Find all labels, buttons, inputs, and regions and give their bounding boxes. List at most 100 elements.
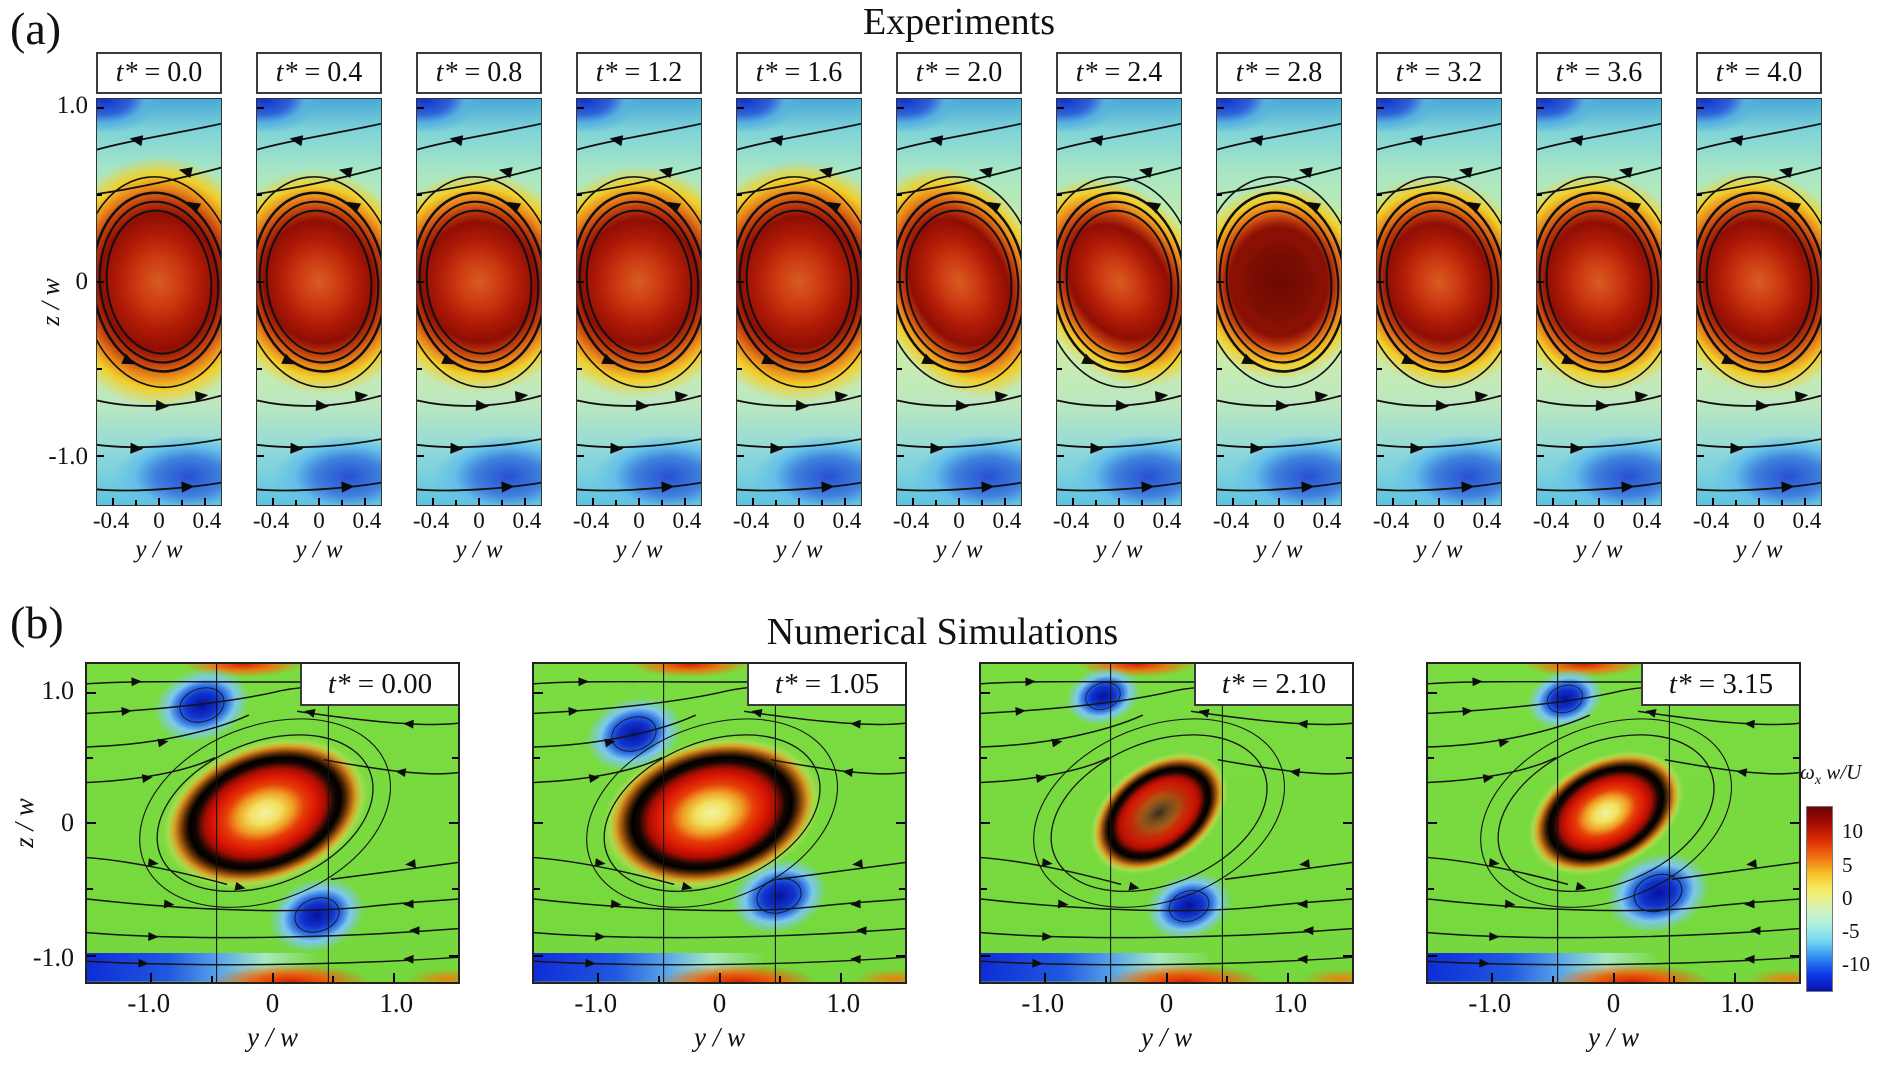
vorticity-contour-plot: [1536, 98, 1662, 506]
streamlines: [534, 664, 905, 982]
a-y-axis-label: z / w: [36, 278, 65, 326]
time-label-box: t* = 2.0: [896, 52, 1022, 94]
time-label-box: t* = 2.4: [1056, 52, 1182, 94]
x-tick-labels: -0.4 0 0.4: [1052, 508, 1182, 533]
vorticity-contour-plot: [416, 98, 542, 506]
x-tick-labels: -0.4 0 0.4: [1372, 508, 1502, 533]
x-axis-label: y / w: [615, 536, 663, 563]
x-tick-labels: -0.4 0 0.4: [1212, 508, 1342, 533]
streamlines: [417, 99, 541, 505]
sim-frame: t* = 0.00 -1.0 0 1.0 y / w: [85, 662, 460, 1053]
streamlines: [1377, 99, 1501, 505]
b-y-tick: -1.0: [32, 943, 74, 972]
experiment-frames-row: t* = 0.0 -0.4 0 0.4 y / w t* = 0.4 -0.4 0 0.…: [92, 52, 1822, 564]
vorticity-contour-plot: t* = 1.05: [532, 662, 907, 984]
x-axis-label: y / w: [1575, 536, 1623, 563]
streamlines: [257, 99, 381, 505]
colorbar-gradient: [1806, 806, 1833, 992]
streamlines: [1697, 99, 1821, 505]
exp-frame: t* = 1.6 -0.4 0 0.4 y / w: [732, 52, 862, 564]
exp-frame: t* = 3.2 -0.4 0 0.4 y / w: [1372, 52, 1502, 564]
b-y-tick: 0: [61, 808, 74, 837]
vorticity-contour-plot: [96, 98, 222, 506]
exp-frame: t* = 0.4 -0.4 0 0.4 y / w: [252, 52, 382, 564]
x-axis-label: y / w: [295, 536, 343, 563]
panel-b-tag: (b): [10, 597, 64, 648]
streamlines: [1217, 99, 1341, 505]
exp-frame: t* = 1.2 -0.4 0 0.4 y / w: [573, 52, 702, 564]
colorbar-tick: -10: [1842, 952, 1870, 976]
simulation-frames-row: t* = 0.00 -1.0 0 1.0 y / w t* = 1.05 -1.0 0…: [85, 662, 1801, 1053]
x-axis-label: y / w: [935, 536, 983, 563]
sim-frame: t* = 2.10 -1.0 0 1.0 y / w: [979, 662, 1354, 1053]
streamlines: [737, 99, 861, 505]
x-tick-labels: -0.4 0 0.4: [1692, 508, 1822, 533]
a-y-tick: 1.0: [56, 92, 88, 119]
x-axis-label: y / w: [135, 536, 183, 563]
x-axis-label: y / w: [775, 536, 823, 563]
colorbar-label: ωx w/U: [1800, 760, 1862, 789]
vorticity-contour-plot: t* = 2.10: [979, 662, 1354, 984]
streamlines: [1537, 99, 1661, 505]
vorticity-contour-plot: [1376, 98, 1502, 506]
streamlines: [577, 99, 701, 505]
x-axis-label: y / w: [1255, 536, 1303, 563]
exp-frame: t* = 0.8 -0.4 0 0.4 y / w: [413, 52, 542, 564]
colorbar-tick: 5: [1842, 853, 1853, 877]
b-y-tick: 1.0: [41, 676, 75, 705]
b-y-axis-label: z / w: [9, 798, 39, 848]
vorticity-contour-plot: [576, 98, 702, 506]
time-label-box: t* = 3.2: [1376, 52, 1502, 94]
time-value: = 0.0: [137, 57, 203, 88]
vorticity-contour-plot: [1056, 98, 1182, 506]
x-axis-label: y / w: [247, 1022, 298, 1052]
vorticity-contour-plot: [1216, 98, 1342, 506]
vorticity-contour-plot: t* = 0.00: [85, 662, 460, 984]
a-y-tick: -1.0: [48, 443, 88, 470]
exp-frame: t* = 0.0 -0.4 0 0.4 y / w: [92, 52, 222, 564]
a-y-tick: 0: [75, 268, 89, 295]
x-tick-labels: -0.4 0 0.4: [252, 508, 382, 533]
streamlines: [981, 664, 1352, 982]
vorticity-contour-plot: t* = 3.15: [1426, 662, 1801, 984]
exp-frame: t* = 4.0 -0.4 0 0.4 y / w: [1692, 52, 1822, 564]
streamlines: [897, 99, 1021, 505]
x-tick-labels: -1.0 0 1.0: [1468, 988, 1755, 1018]
x-tick-labels: -0.4 0 0.4: [92, 508, 222, 533]
time-label-box: t* = 0.8: [416, 52, 542, 94]
sim-frame: t* = 1.05 -1.0 0 1.0 y / w: [532, 662, 907, 1053]
colorbar-tick: -5: [1842, 919, 1860, 943]
panel-a-title: Experiments: [862, 1, 1056, 43]
exp-frame: t* = 2.8 -0.4 0 0.4 y / w: [1212, 52, 1342, 564]
exp-frame: t* = 2.4 -0.4 0 0.4 y / w: [1052, 52, 1182, 564]
x-axis-label: y / w: [1095, 536, 1143, 563]
time-label-box: t* = 1.6: [736, 52, 862, 94]
vorticity-contour-plot: [1696, 98, 1822, 506]
x-tick-labels: -0.4 0 0.4: [892, 508, 1022, 533]
x-axis-label: y / w: [1141, 1022, 1192, 1052]
time-label-box: t* = 0.0: [96, 52, 222, 94]
time-label-box: t* = 1.05: [747, 664, 905, 706]
time-label-box: t* = 2.10: [1194, 664, 1352, 706]
x-tick-labels: -0.4 0 0.4: [1532, 508, 1662, 533]
vorticity-contour-plot: [896, 98, 1022, 506]
x-axis-label: y / w: [455, 536, 503, 563]
streamlines: [1428, 664, 1799, 982]
time-var: t*: [115, 57, 138, 88]
time-label-box: t* = 3.15: [1641, 664, 1799, 706]
colorbar-tick: 10: [1842, 819, 1863, 843]
vorticity-contour-plot: [256, 98, 382, 506]
streamlines: [87, 664, 458, 982]
time-label-box: t* = 0.4: [256, 52, 382, 94]
time-label-box: t* = 4.0: [1696, 52, 1822, 94]
x-axis-label: y / w: [1588, 1022, 1639, 1052]
x-axis-label: y / w: [694, 1022, 745, 1052]
colorbar-tick: 0: [1842, 886, 1853, 910]
vorticity-contour-plot: [736, 98, 862, 506]
time-label-box: t* = 2.8: [1216, 52, 1342, 94]
x-axis-label: y / w: [1735, 536, 1783, 563]
x-tick-labels: -1.0 0 1.0: [574, 988, 861, 1018]
panel-b-title: Numerical Simulations: [766, 611, 1119, 653]
x-tick-labels: -0.4 0 0.4: [732, 508, 862, 533]
panel-a-tag: (a): [10, 3, 62, 54]
